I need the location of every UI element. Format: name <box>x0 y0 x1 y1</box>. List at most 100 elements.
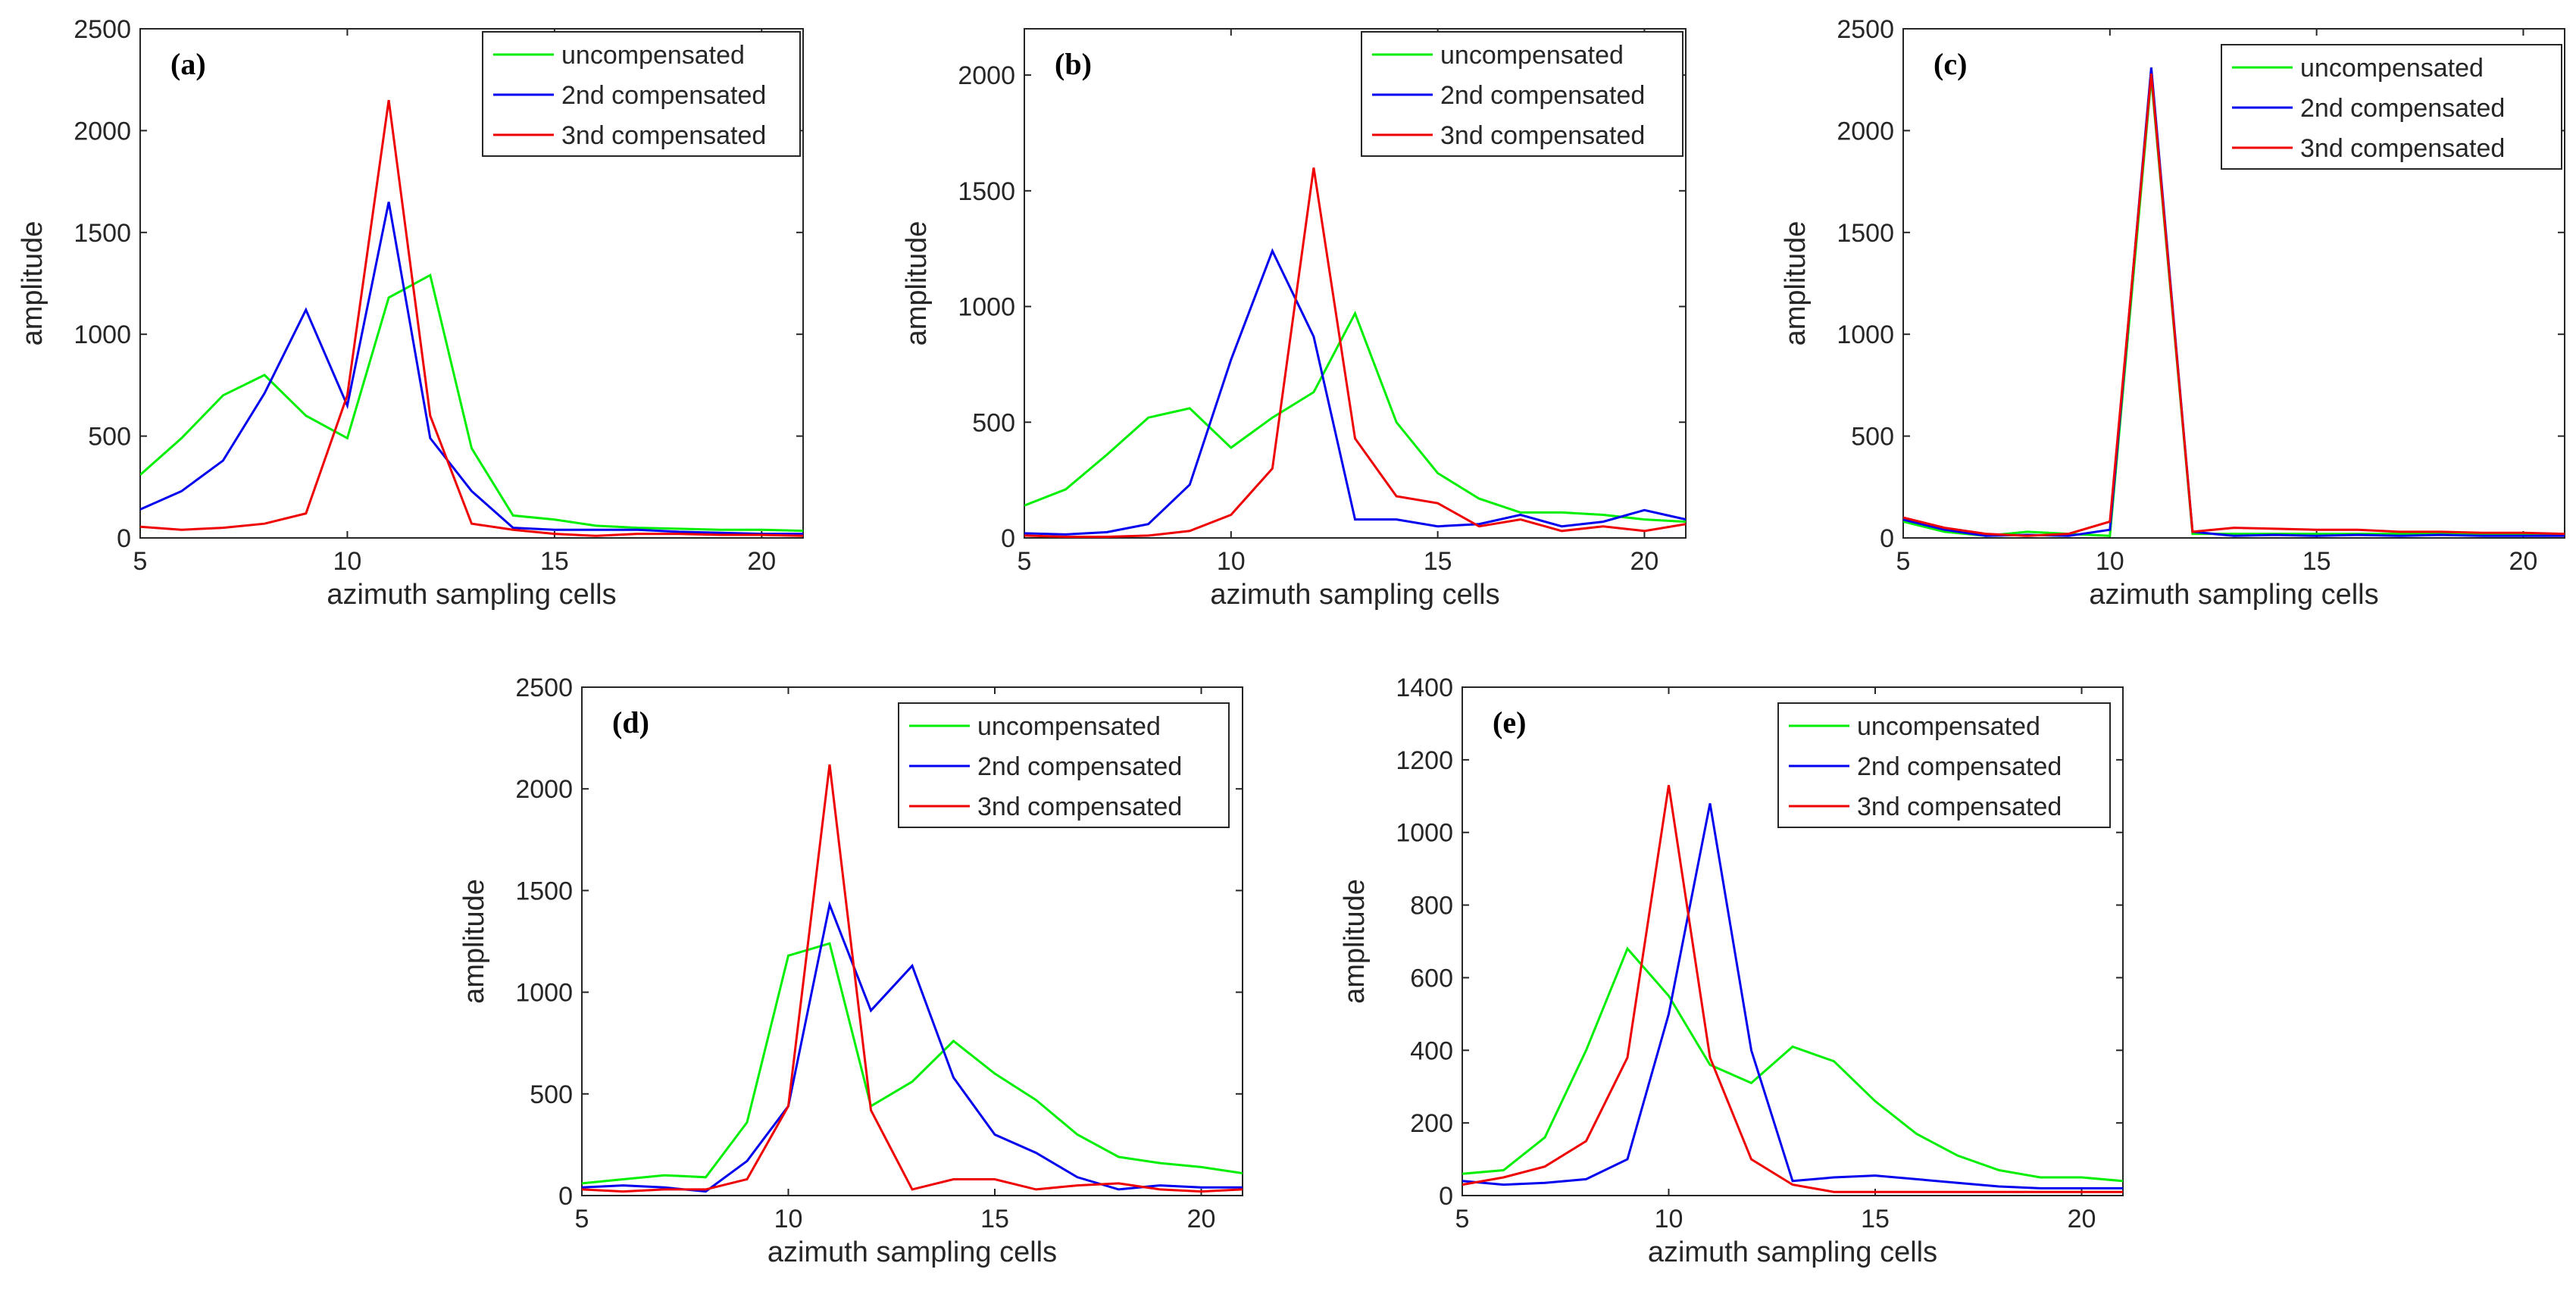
y-tick-label: 0 <box>1439 1182 1453 1211</box>
y-tick-label: 1500 <box>1837 219 1894 248</box>
legend-entry: 3nd compensated <box>561 121 766 150</box>
x-tick-label: 10 <box>1217 547 1246 576</box>
y-tick-label: 1500 <box>958 177 1015 206</box>
x-tick-label: 15 <box>980 1205 1009 1233</box>
panel-label: (d) <box>612 705 649 739</box>
x-tick-label: 10 <box>774 1205 803 1233</box>
x-tick-label: 5 <box>133 547 148 576</box>
series-line-uncompensated <box>140 273 803 533</box>
x-tick-label: 20 <box>2068 1205 2096 1233</box>
y-tick-label: 800 <box>1410 892 1453 921</box>
legend-entry: 3nd compensated <box>1440 121 1645 150</box>
x-tick-label: 15 <box>1861 1205 1890 1233</box>
y-axis-label: amplitude <box>901 221 933 346</box>
series-line-3nd-compensated <box>1024 167 1686 538</box>
legend-entry: 3nd compensated <box>977 792 1182 821</box>
y-tick-label: 2500 <box>515 674 573 702</box>
panel-label: (e) <box>1493 705 1526 739</box>
x-tick-label: 10 <box>2096 547 2124 576</box>
y-axis-label: amplitude <box>1780 221 1812 346</box>
x-tick-label: 10 <box>333 547 362 576</box>
y-tick-label: 2500 <box>73 15 131 44</box>
x-axis-label: azimuth sampling cells <box>1210 579 1499 611</box>
y-tick-label: 500 <box>88 423 131 452</box>
legend-entry: uncompensated <box>1857 712 2040 741</box>
y-tick-label: 600 <box>1410 964 1453 993</box>
y-tick-label: 200 <box>1410 1109 1453 1138</box>
x-tick-label: 20 <box>1630 547 1659 576</box>
legend-entry: 3nd compensated <box>2300 134 2505 163</box>
y-axis-label: amplitude <box>17 221 48 346</box>
x-tick-label: 20 <box>747 547 776 576</box>
panel-label: (c) <box>1934 47 1967 81</box>
y-tick-label: 0 <box>558 1182 573 1211</box>
y-tick-label: 500 <box>972 408 1015 437</box>
legend-entry: 2nd compensated <box>1440 81 1645 110</box>
y-tick-label: 0 <box>1001 524 1015 553</box>
y-tick-label: 500 <box>530 1080 573 1109</box>
y-tick-label: 400 <box>1410 1036 1453 1065</box>
y-tick-label: 500 <box>1851 423 1894 452</box>
legend-entry: uncompensated <box>1440 41 1624 70</box>
x-tick-label: 5 <box>575 1205 589 1233</box>
series-line-uncompensated <box>1903 77 2565 537</box>
panel-3: 5 10 15 20 0 500 1000 1500 2000 2500 azimuth sampl… <box>1780 15 2565 611</box>
panel-4: 5 10 15 20 0 500 1000 1500 2000 2500 azimuth sampl… <box>458 674 1243 1268</box>
y-axis-label: amplitude <box>1339 879 1371 1004</box>
x-tick-label: 15 <box>2302 547 2331 576</box>
y-tick-label: 1500 <box>73 219 131 248</box>
series-line-3nd-compensated <box>1903 73 2565 537</box>
y-tick-label: 1000 <box>958 293 1015 322</box>
y-tick-label: 2000 <box>73 117 131 145</box>
series-line-uncompensated <box>1462 946 2123 1183</box>
y-tick-label: 1400 <box>1396 674 1453 702</box>
series-line-2nd-compensated <box>140 202 803 536</box>
legend: uncompensated 2nd compensated 3nd compensa… <box>2221 44 2562 170</box>
x-tick-label: 15 <box>540 547 569 576</box>
x-tick-label: 20 <box>1187 1205 1216 1233</box>
legend: uncompensated 2nd compensated 3nd compensa… <box>1777 702 2111 828</box>
x-tick-label: 5 <box>1455 1205 1470 1233</box>
panel-2: 5 10 15 20 0 500 1000 1500 2000 azimuth sampling … <box>901 28 1687 611</box>
y-tick-label: 2000 <box>515 775 573 804</box>
panel-1: 5 10 15 20 0 500 1000 1500 2000 2500 azimuth sampl… <box>17 15 804 611</box>
y-tick-label: 1000 <box>1837 320 1894 349</box>
panel-label: (b) <box>1055 47 1092 81</box>
y-tick-label: 2000 <box>1837 117 1894 145</box>
x-axis-label: azimuth sampling cells <box>767 1236 1057 1268</box>
x-tick-label: 5 <box>1018 547 1032 576</box>
series-line-3nd-compensated <box>582 764 1243 1193</box>
legend-entry: uncompensated <box>561 41 745 70</box>
y-tick-label: 0 <box>1880 524 1894 553</box>
y-tick-label: 0 <box>117 524 131 553</box>
y-tick-label: 1000 <box>73 320 131 349</box>
legend: uncompensated 2nd compensated 3nd compensa… <box>482 31 801 157</box>
x-tick-label: 15 <box>1424 547 1452 576</box>
legend-entry: 2nd compensated <box>977 752 1182 781</box>
series-line-2nd-compensated <box>1462 803 2123 1190</box>
x-tick-label: 10 <box>1655 1205 1683 1233</box>
series-line-2nd-compensated <box>1024 248 1686 536</box>
series-line-3nd-compensated <box>140 99 803 537</box>
y-tick-label: 1000 <box>515 979 573 1008</box>
panel-label: (a) <box>170 47 206 81</box>
legend-entry: 2nd compensated <box>1857 752 2062 781</box>
series-line-uncompensated <box>582 942 1243 1185</box>
x-tick-label: 20 <box>2509 547 2538 576</box>
legend: uncompensated 2nd compensated 3nd compensa… <box>1361 31 1683 157</box>
y-tick-label: 1500 <box>515 877 573 905</box>
legend-entry: 2nd compensated <box>561 81 766 110</box>
legend: uncompensated 2nd compensated 3nd compensa… <box>898 702 1230 828</box>
y-axis-label: amplitude <box>458 879 490 1004</box>
y-tick-label: 1000 <box>1396 819 1453 848</box>
y-tick-label: 2000 <box>958 61 1015 90</box>
legend-entry: uncompensated <box>2300 54 2484 83</box>
panel-5: 5 10 15 200200400600800100012001400azimuth … <box>1339 674 2124 1268</box>
x-tick-label: 5 <box>1896 547 1911 576</box>
x-axis-label: azimuth sampling cells <box>1648 1236 1937 1268</box>
legend-entry: 2nd compensated <box>2300 94 2505 123</box>
series-line-3nd-compensated <box>1462 785 2123 1193</box>
series-line-uncompensated <box>1024 311 1686 524</box>
y-tick-label: 2500 <box>1837 15 1894 44</box>
